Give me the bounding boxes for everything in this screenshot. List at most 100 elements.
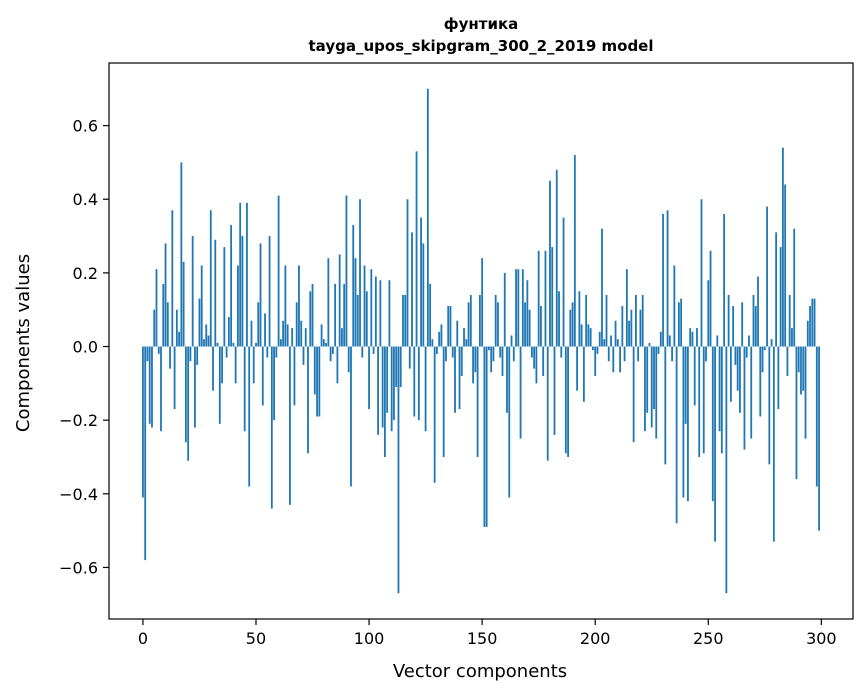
bar-244 — [693, 346, 696, 406]
bar-88 — [341, 328, 343, 347]
bar-241 — [687, 346, 689, 502]
bar-129 — [433, 346, 436, 483]
bar-124 — [422, 243, 425, 347]
y-tick-label: 0.2 — [73, 264, 98, 283]
plot-frame — [108, 62, 854, 620]
bar-184 — [558, 291, 560, 347]
bar-78 — [318, 346, 321, 417]
bar-64 — [286, 324, 289, 347]
bar-83 — [329, 346, 332, 362]
bar-179 — [546, 346, 549, 461]
bar-31 — [212, 346, 214, 391]
bar-288 — [793, 228, 796, 347]
bar-47 — [248, 346, 251, 487]
bar-106 — [381, 346, 384, 428]
bar-258 — [725, 346, 728, 594]
bar-287 — [791, 328, 793, 347]
bar-135 — [447, 306, 450, 347]
bar-117 — [406, 199, 409, 347]
bar-249 — [705, 346, 707, 362]
bar-3 — [148, 346, 151, 424]
bar-259 — [727, 294, 730, 347]
bar-198 — [589, 328, 592, 347]
bar-160 — [503, 272, 506, 347]
bar-52 — [259, 243, 262, 347]
bar-59 — [275, 346, 278, 358]
bar-223 — [646, 346, 649, 413]
bar-58 — [273, 346, 275, 421]
bar-9 — [162, 283, 165, 347]
bar-56 — [268, 236, 271, 347]
bar-197 — [587, 324, 590, 347]
bar-220 — [639, 309, 642, 347]
bar-143 — [465, 339, 468, 347]
x-tick-label: 50 — [246, 629, 266, 648]
bar-103 — [374, 276, 377, 347]
bar-1 — [144, 346, 147, 561]
bar-183 — [555, 169, 558, 347]
y-tick-label: −0.2 — [59, 411, 98, 430]
bar-240 — [684, 346, 687, 424]
bar-281 — [777, 346, 780, 410]
bar-283 — [781, 147, 784, 347]
bar-34 — [218, 346, 221, 424]
bar-165 — [515, 269, 517, 347]
bar-20 — [187, 346, 190, 461]
bar-262 — [734, 346, 737, 365]
bar-230 — [662, 213, 664, 347]
bar-62 — [282, 320, 285, 347]
bar-164 — [512, 346, 515, 362]
bar-295 — [809, 306, 811, 347]
bar-92 — [350, 346, 352, 487]
bar-203 — [601, 228, 603, 347]
bar-239 — [682, 346, 685, 498]
bar-138 — [454, 346, 456, 413]
bar-181 — [551, 247, 554, 347]
bar-294 — [806, 320, 809, 347]
bar-142 — [463, 328, 465, 347]
bar-247 — [700, 199, 703, 347]
bar-256 — [720, 346, 723, 454]
bar-243 — [691, 331, 694, 347]
bar-86 — [336, 346, 339, 384]
bar-297 — [813, 298, 816, 347]
bar-225 — [650, 346, 653, 428]
bar-50 — [255, 342, 257, 347]
x-tick-label: 150 — [467, 629, 498, 648]
bar-123 — [420, 217, 422, 347]
bar-277 — [768, 346, 771, 465]
bar-169 — [524, 302, 526, 347]
bar-194 — [580, 324, 583, 347]
bar-237 — [677, 302, 680, 347]
bar-210 — [616, 339, 619, 347]
bar-200 — [594, 346, 597, 376]
x-tick-label: 0 — [138, 629, 148, 648]
bar-41 — [234, 346, 237, 384]
bar-96 — [359, 199, 361, 347]
bar-154 — [490, 346, 493, 373]
bar-140 — [458, 346, 461, 410]
bar-6 — [155, 269, 158, 347]
bar-151 — [483, 346, 486, 527]
bar-177 — [542, 346, 545, 376]
bar-29 — [207, 335, 210, 347]
bar-53 — [261, 346, 264, 406]
bar-221 — [641, 294, 644, 347]
bar-118 — [408, 346, 411, 369]
bar-11 — [166, 302, 169, 347]
bar-134 — [445, 346, 447, 362]
bar-131 — [438, 331, 441, 347]
bar-18 — [182, 261, 185, 347]
bar-108 — [386, 346, 389, 413]
bar-231 — [664, 346, 667, 465]
bar-112 — [395, 346, 398, 388]
bar-23 — [194, 346, 196, 428]
bar-161 — [506, 346, 508, 413]
chart-title: фунтика — [444, 15, 519, 33]
bar-176 — [540, 306, 542, 347]
bar-260 — [729, 346, 732, 402]
bar-264 — [739, 346, 741, 413]
bar-79 — [320, 324, 323, 347]
bar-149 — [478, 294, 481, 347]
